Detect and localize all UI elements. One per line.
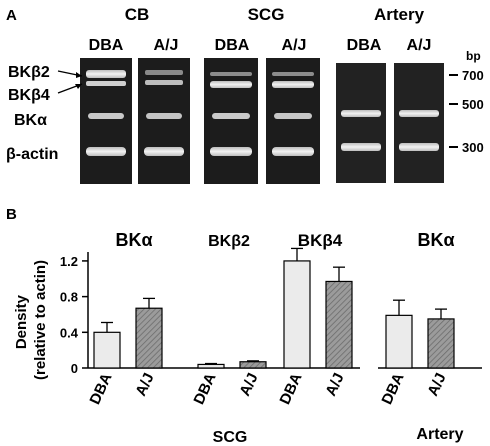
- subgroup-title-artery-bka: BKα: [417, 230, 454, 250]
- band-label-bka: BKα: [14, 112, 47, 129]
- y-axis-label-part2: (relative to actin): [32, 260, 49, 380]
- bars: [93, 247, 455, 369]
- band-cb-dba-bkb2: [86, 70, 126, 78]
- band-cb-dba-bkb4: [86, 81, 126, 86]
- lane-label-cb-dba: DBA: [89, 37, 124, 54]
- band-scg-dba-bka: [212, 113, 250, 119]
- band-cb-aj-actin: [144, 147, 184, 156]
- band-cb-dba-actin: [86, 147, 126, 156]
- band-scg-aj-bka: [274, 113, 312, 119]
- bar-2-1: [325, 280, 353, 369]
- lane-label-artery-dba: DBA: [347, 37, 382, 54]
- arrowhead-bkb4: [75, 84, 82, 89]
- band-artery-aj-bka: [399, 110, 439, 117]
- gel-strip-scg-aj: [266, 58, 320, 184]
- tissue-header-artery: Artery: [374, 5, 425, 24]
- gel-strip-cb-aj: [138, 58, 190, 184]
- band-cb-dba-bka: [88, 113, 124, 119]
- band-scg-dba-bkb4: [210, 81, 252, 88]
- x-tick-label-0-1: A/J: [132, 371, 157, 399]
- band-cb-aj-bkb4: [145, 80, 183, 85]
- gel-strip-artery-dba: [336, 63, 386, 183]
- band-scg-aj-bkb4: [272, 81, 314, 88]
- panel-b-letter: B: [6, 206, 17, 223]
- band-label-bkb4: BKβ4: [8, 87, 50, 104]
- ladder-mark-300: 300: [462, 140, 484, 155]
- y-tick-label-1: 0.4: [60, 325, 79, 340]
- bar-2-0: [283, 260, 311, 369]
- y-tick-label-0: 0: [71, 361, 78, 376]
- x-tick-label-2-0: DBA: [276, 370, 305, 407]
- bar-1-0: [197, 363, 225, 369]
- subgroup-title-bka: BKα: [115, 230, 152, 250]
- tissue-header-cb: CB: [125, 5, 150, 24]
- x-tick-label-1-0: DBA: [190, 370, 219, 407]
- x-tick-label-2-1: A/J: [322, 371, 347, 399]
- group-label-artery: Artery: [416, 426, 463, 443]
- group-label-scg: SCG: [213, 429, 248, 446]
- y-axis-label-part1: Density: [13, 294, 30, 349]
- band-scg-aj-actin: [272, 147, 314, 156]
- band-cb-aj-bkb2: [145, 70, 183, 75]
- tissue-header-scg: SCG: [248, 5, 285, 24]
- band-label-bkb2: BKβ2: [8, 64, 50, 81]
- gel-strip-cb-dba: [80, 58, 132, 184]
- band-label-actin: β-actin: [6, 146, 58, 163]
- y-axis-label-line1: Density (relative to actin): [13, 260, 49, 380]
- panel-a-letter: A: [6, 7, 17, 24]
- band-artery-aj-actin: [399, 143, 439, 151]
- x-tick-labels: DBA A/J DBA A/J DBA A/J DBA A/J: [86, 370, 449, 407]
- lane-label-cb-aj: A/J: [154, 37, 179, 54]
- band-scg-aj-bkb2: [272, 72, 314, 76]
- bar-0-0: [93, 331, 121, 369]
- band-cb-aj-bka: [146, 113, 182, 119]
- x-tick-label-3-1: A/J: [424, 371, 449, 399]
- ladder-unit: bp: [466, 49, 481, 63]
- band-artery-dba-bka: [341, 110, 381, 117]
- band-artery-dba-actin: [341, 143, 381, 151]
- bar-3-0: [385, 314, 413, 369]
- lane-label-scg-dba: DBA: [215, 37, 250, 54]
- arrowhead-bkb2: [76, 72, 82, 78]
- bar-3-1: [427, 318, 455, 369]
- bar-1-1: [239, 361, 267, 369]
- x-tick-label-1-1: A/J: [236, 371, 261, 399]
- gel-strip-scg-dba: [204, 58, 258, 184]
- x-tick-label-0-0: DBA: [86, 370, 115, 407]
- y-tick-label-3: 1.2: [60, 254, 78, 269]
- subgroup-title-bkb2: BKβ2: [208, 233, 250, 250]
- band-scg-dba-actin: [210, 147, 252, 156]
- band-scg-dba-bkb2: [210, 72, 252, 76]
- lane-label-scg-aj: A/J: [282, 37, 307, 54]
- ladder-mark-500: 500: [462, 97, 484, 112]
- bar-0-1: [135, 307, 163, 369]
- gel-strip-artery-aj: [394, 63, 444, 183]
- lane-label-artery-aj: A/J: [407, 37, 432, 54]
- y-tick-label-2: 0.8: [60, 290, 78, 305]
- y-ticks: 0 0.4 0.8 1.2: [60, 254, 88, 376]
- x-tick-label-3-0: DBA: [378, 370, 407, 407]
- ladder-mark-700: 700: [462, 68, 484, 83]
- subgroup-title-bkb4: BKβ4: [298, 231, 343, 250]
